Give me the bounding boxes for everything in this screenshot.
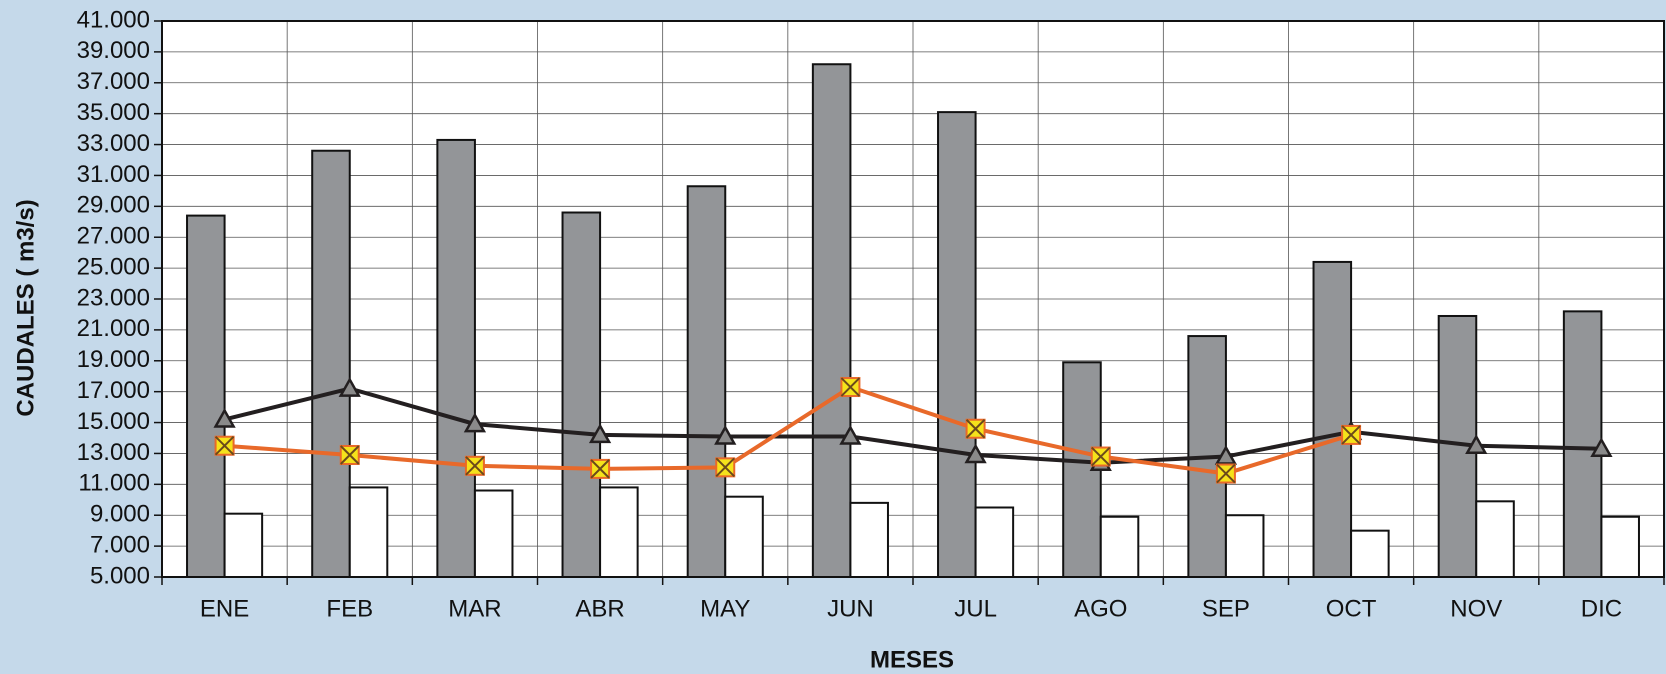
x-tick-label: ENE: [200, 595, 249, 622]
marker: [965, 418, 986, 439]
marker: [1590, 437, 1613, 458]
marker: [1465, 434, 1488, 454]
marker-cross: [1216, 463, 1236, 484]
marker: [463, 412, 487, 433]
y-tick-label: 17.000: [77, 377, 150, 404]
marker: [214, 435, 235, 456]
bar: [311, 149, 351, 578]
x-tick-label: ABR: [575, 595, 624, 622]
marker: [714, 424, 737, 445]
marker-cross: [1091, 446, 1111, 467]
x-tick-label: OCT: [1326, 595, 1377, 622]
y-tick-label: 35.000: [77, 99, 150, 126]
x-tick-label: JUL: [954, 595, 997, 622]
marker: [464, 455, 485, 476]
marker-cross: [340, 445, 360, 465]
bar: [1312, 260, 1353, 578]
y-tick-label: 15.000: [77, 408, 150, 435]
marker: [839, 424, 862, 445]
marker: [590, 458, 611, 479]
marker: [715, 457, 736, 478]
bar: [1600, 515, 1640, 578]
y-tick-label: 31.000: [77, 161, 150, 188]
marker-cross: [214, 436, 235, 456]
marker: [1341, 424, 1362, 445]
bar: [1562, 310, 1603, 578]
y-tick-label: 29.000: [77, 192, 150, 219]
y-tick-label: 41.000: [77, 6, 150, 33]
marker: [1090, 446, 1111, 467]
x-axis-title: MESES: [870, 646, 954, 673]
bar: [686, 185, 727, 578]
x-tick-label: AGO: [1074, 595, 1127, 622]
marker: [840, 377, 861, 398]
marker: [338, 377, 361, 397]
y-tick-label: 13.000: [77, 439, 150, 466]
line: [224, 386, 1602, 465]
bar: [1224, 514, 1265, 579]
marker: [339, 444, 360, 465]
bar: [811, 63, 852, 578]
y-tick-label: 25.000: [77, 253, 150, 280]
y-tick-label: 37.000: [77, 68, 150, 95]
bar: [974, 506, 1015, 578]
y-tick-label: 5.000: [90, 562, 150, 589]
marker-cross: [590, 459, 610, 479]
bar: [223, 512, 264, 579]
y-tick-label: 27.000: [77, 223, 150, 250]
x-tick-label: DIC: [1581, 595, 1622, 622]
marker-cross: [840, 377, 861, 397]
y-tick-label: 19.000: [77, 346, 150, 373]
x-tick-label: NOV: [1450, 595, 1502, 622]
bar: [1099, 515, 1140, 578]
marker: [588, 423, 612, 444]
marker: [213, 407, 236, 428]
x-tick-label: MAY: [700, 595, 750, 622]
line: [224, 384, 1352, 476]
x-tick-label: FEB: [326, 595, 373, 622]
bar: [599, 486, 639, 578]
y-axis-title: CAUDALES ( m3/s): [12, 199, 39, 416]
bar: [849, 501, 889, 578]
x-tick-label: JUN: [827, 595, 874, 622]
x-tick-label: MAR: [448, 595, 501, 622]
y-tick-label: 39.000: [77, 37, 150, 64]
bar: [561, 211, 602, 578]
y-tick-label: 21.000: [77, 315, 150, 342]
bar: [436, 138, 476, 579]
bar: [473, 489, 514, 578]
x-tick-label: SEP: [1202, 595, 1250, 622]
marker-cross: [715, 457, 735, 478]
marker: [964, 443, 987, 464]
y-tick-label: 23.000: [77, 284, 150, 311]
bar: [724, 495, 764, 579]
bar: [1350, 529, 1390, 579]
bar: [1475, 500, 1515, 579]
marker-cross: [465, 456, 485, 476]
y-tick-label: 33.000: [77, 130, 150, 157]
y-tick-label: 11.000: [78, 470, 150, 497]
y-tick-label: 9.000: [90, 501, 150, 528]
marker-cross: [965, 419, 986, 439]
bar: [186, 214, 226, 578]
bar: [348, 486, 389, 578]
marker: [1215, 463, 1236, 484]
marker-cross: [1341, 425, 1361, 445]
y-tick-label: 7.000: [90, 531, 150, 558]
plot-border: [161, 20, 1665, 578]
bar: [937, 111, 977, 578]
